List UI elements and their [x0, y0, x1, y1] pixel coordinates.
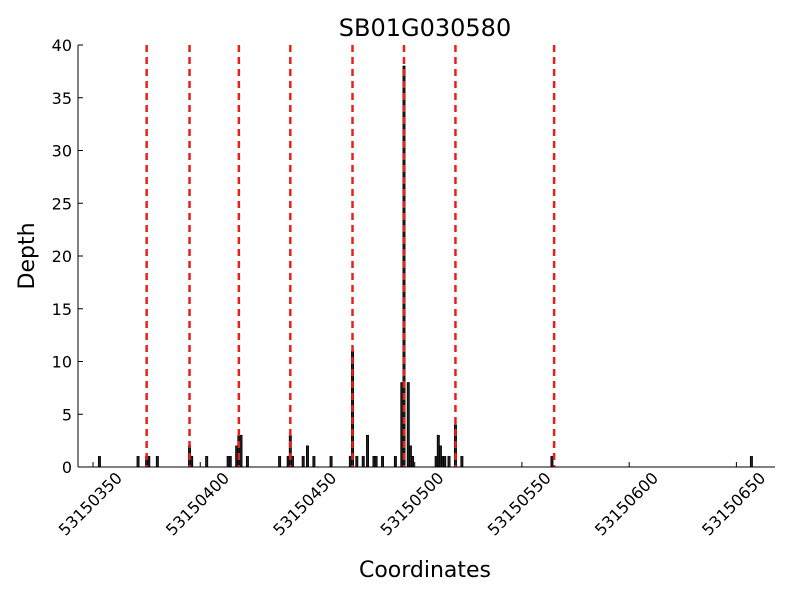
x-tick-label: 53150550: [484, 468, 555, 539]
y-tick-label: 25: [52, 194, 72, 213]
bar: [329, 456, 333, 468]
bar: [205, 456, 209, 468]
bar: [366, 434, 369, 468]
bar: [278, 456, 282, 468]
x-tick-label: 53150350: [55, 468, 126, 539]
bar: [147, 456, 151, 468]
bar: [312, 456, 316, 468]
x-tick-label: 53150600: [591, 468, 662, 539]
y-tick-label: 20: [52, 247, 72, 266]
y-tick-label: 35: [52, 89, 72, 108]
bar: [361, 456, 365, 468]
y-tick-label: 15: [52, 300, 72, 319]
bar: [301, 456, 305, 468]
chart-title: SB01G030580: [339, 14, 511, 42]
bar: [381, 456, 385, 468]
bar: [290, 456, 294, 468]
bar: [550, 456, 554, 468]
bar: [447, 456, 451, 468]
y-tick-label: 10: [52, 353, 72, 372]
bar: [460, 456, 464, 468]
bar: [443, 456, 447, 468]
x-tick-label: 53150500: [377, 468, 448, 539]
bar: [239, 434, 243, 468]
bar: [136, 456, 140, 468]
y-tick-label: 0: [62, 458, 72, 477]
y-tick-label: 40: [52, 36, 72, 55]
bar: [245, 456, 249, 468]
y-axis-label: Depth: [15, 222, 40, 289]
bar: [228, 456, 232, 468]
bar: [97, 456, 101, 468]
bar: [749, 456, 753, 468]
y-tick-label: 30: [52, 142, 72, 161]
x-axis-label: Coordinates: [359, 558, 491, 583]
bar: [155, 456, 159, 468]
bar: [393, 456, 397, 468]
bar: [190, 456, 194, 468]
bar: [306, 445, 309, 468]
x-tick-label: 53150650: [698, 468, 769, 539]
x-tick-label: 53150450: [269, 468, 340, 539]
x-tick-label: 53150400: [162, 468, 233, 539]
y-tick-label: 5: [62, 405, 72, 424]
bar: [355, 456, 359, 468]
bar: [374, 456, 378, 468]
bar: [411, 456, 415, 468]
